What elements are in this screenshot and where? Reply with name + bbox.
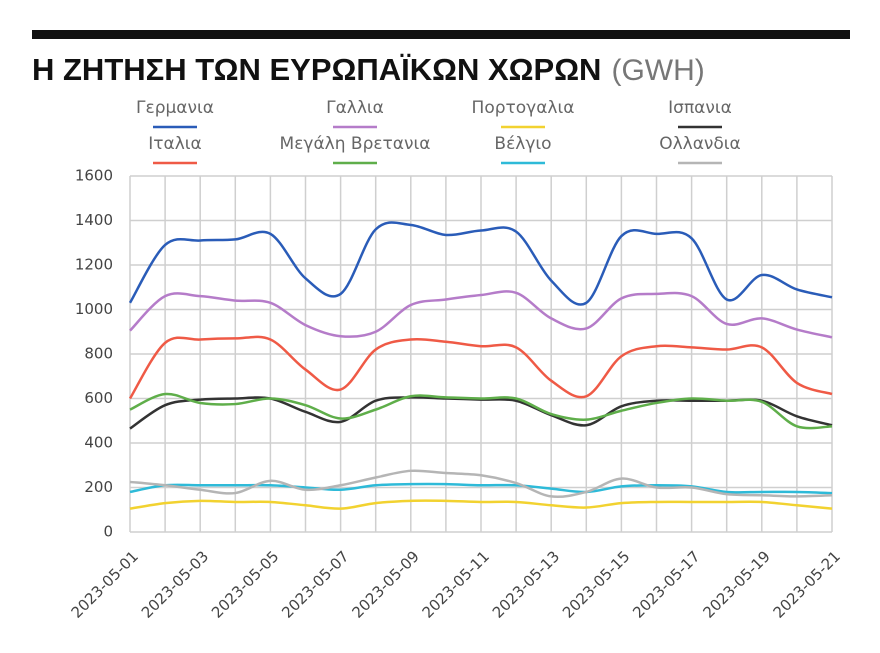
legend-label: Γερμανια [136, 98, 214, 118]
series-line [129, 290, 833, 339]
chart-title-group: Η ΖΗΤΗΣΗ ΤΩΝ ΕΥΡΩΠΑΪΚΩΝ ΧΩΡΩΝ (GWH) [32, 52, 705, 87]
x-tick-label: 2023-05-05 [208, 547, 282, 621]
series-line [129, 499, 833, 510]
chart-title: Η ΖΗΤΗΣΗ ΤΩΝ ΕΥΡΩΠΑΪΚΩΝ ΧΩΡΩΝ [32, 52, 601, 87]
x-tick-label: 2023-05-21 [770, 547, 844, 621]
legend-label: Ολλανδια [659, 134, 741, 154]
legend-label: Ισπανια [668, 98, 732, 118]
x-tick-label: 2023-05-01 [68, 547, 142, 621]
y-tick-label: 200 [84, 478, 113, 496]
legend-label: Βέλγιο [494, 134, 551, 154]
x-tick-label: 2023-05-17 [629, 547, 703, 621]
y-tick-label: 0 [103, 523, 113, 541]
legend-label: Γαλλια [326, 98, 384, 118]
y-tick-label: 1000 [75, 300, 113, 318]
y-tick-label: 400 [84, 434, 113, 452]
chart-unit: (GWH) [611, 54, 704, 87]
legend-label: Μεγάλη Βρετανια [280, 134, 431, 154]
series-line [129, 482, 833, 495]
series-line [128, 335, 833, 400]
top-bar [32, 30, 850, 39]
x-tick-label: 2023-05-15 [559, 547, 633, 621]
legend-label: Ιταλια [148, 134, 201, 154]
x-tick-label: 2023-05-13 [489, 547, 563, 621]
x-tick-label: 2023-05-11 [419, 547, 493, 621]
series-line [129, 392, 833, 430]
x-tick-label: 2023-05-19 [699, 547, 773, 621]
y-tick-label: 1400 [75, 211, 113, 229]
y-tick-label: 800 [84, 345, 113, 363]
x-tick-label: 2023-05-03 [138, 547, 212, 621]
series-line [129, 469, 833, 499]
x-tick-label: 2023-05-07 [278, 547, 352, 621]
series-line [128, 221, 833, 306]
y-tick-label: 600 [84, 389, 113, 407]
y-tick-label: 1600 [75, 167, 113, 185]
legend-label: Πορτογαλια [472, 98, 575, 118]
x-tick-label: 2023-05-09 [348, 547, 422, 621]
y-tick-label: 1200 [75, 256, 113, 274]
